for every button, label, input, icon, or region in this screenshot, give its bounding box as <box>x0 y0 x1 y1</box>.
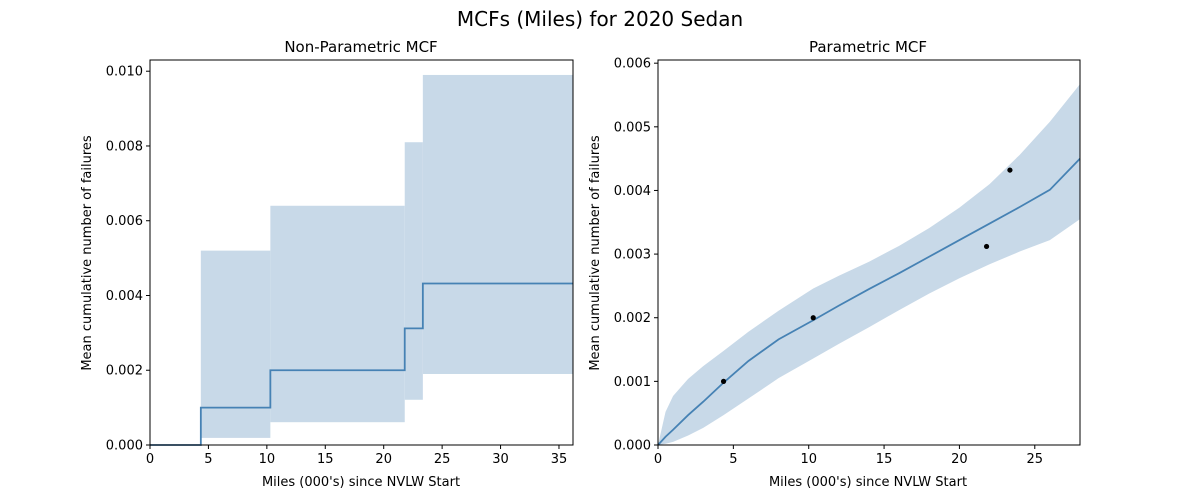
parametric-data-point-1 <box>810 315 816 321</box>
nonparametric-axes-frame <box>149 59 574 446</box>
parametric-y-tick-label: 0.003 <box>614 248 651 263</box>
nonparametric-y-tick-label: 0.006 <box>106 214 143 229</box>
nonparametric-mcf-step-line <box>150 282 573 446</box>
nonparametric-x-tick-label: 5 <box>204 452 212 467</box>
parametric-x-tick-label: 5 <box>729 452 737 467</box>
nonparametric-x-tick-label: 35 <box>551 452 568 467</box>
nonparametric-x-tick-label: 10 <box>259 452 276 467</box>
nonparametric-y-tick-label: 0.000 <box>106 439 143 454</box>
nonparametric-confidence-band-2 <box>270 205 405 423</box>
parametric-confidence-band <box>658 84 1080 445</box>
nonparametric-x-tick-label: 20 <box>375 452 392 467</box>
nonparametric-y-tick-label: 0.008 <box>106 139 143 154</box>
parametric-mcf-fitted-line <box>657 158 1081 446</box>
nonparametric-x-tick-label: 15 <box>317 452 334 467</box>
parametric-x-tick-label: 0 <box>654 452 662 467</box>
parametric-y-tick-label: 0.002 <box>614 311 651 326</box>
parametric-x-tick-label: 15 <box>876 452 893 467</box>
nonparametric-x-tick-label: 25 <box>434 452 451 467</box>
nonparametric-x-tick-label: 0 <box>146 452 154 467</box>
nonparametric-x-axis-label: Miles (000's) since NVLW Start <box>262 475 460 490</box>
parametric-axes-frame <box>657 59 1081 446</box>
parametric-x-tick-label: 20 <box>951 452 968 467</box>
parametric-y-tick-label: 0.005 <box>614 120 651 135</box>
parametric-y-tick-label: 0.006 <box>614 57 651 72</box>
parametric-data-point-3 <box>1007 167 1013 173</box>
nonparametric-chart-title: Non-Parametric MCF <box>284 38 437 56</box>
parametric-data-point-2 <box>983 243 990 250</box>
nonparametric-y-tick-label: 0.002 <box>106 364 143 379</box>
nonparametric-plot-area: 0 5 10 15 20 25 30 35 0.000 0.002 0.004 0.006 0.008 0… <box>106 59 574 467</box>
nonparametric-y-tick-label: 0.004 <box>106 289 143 304</box>
parametric-x-tick-label: 10 <box>800 452 817 467</box>
parametric-chart-title: Parametric MCF <box>809 38 927 56</box>
parametric-y-axis-label: Mean cumulative number of failures <box>588 135 603 371</box>
parametric-data-point-0 <box>720 378 727 384</box>
parametric-x-axis-label: Miles (000's) since NVLW Start <box>769 475 967 490</box>
parametric-mcf-panel: Parametric MCF 0 5 10 15 20 25 0.000 0.001 0.002… <box>588 38 1081 490</box>
parametric-y-tick-label: 0.000 <box>614 439 651 454</box>
parametric-plot-area: 0 5 10 15 20 25 0.000 0.001 0.002 0.003 0.004 0.005… <box>614 57 1081 467</box>
nonparametric-mcf-panel: Non-Parametric MCF 0 5 10 15 20 25 30 35 0.000 0.… <box>80 38 574 490</box>
parametric-y-tick-label: 0.001 <box>614 375 651 390</box>
parametric-x-tick-label: 25 <box>1027 452 1044 467</box>
nonparametric-confidence-band-1 <box>200 250 271 438</box>
figure-title: MCFs (Miles) for 2020 Sedan <box>457 7 743 31</box>
nonparametric-confidence-band-3 <box>404 142 423 400</box>
nonparametric-y-axis-label: Mean cumulative number of failures <box>80 135 95 371</box>
parametric-y-tick-label: 0.004 <box>614 184 651 199</box>
nonparametric-x-tick-label: 30 <box>492 452 509 467</box>
nonparametric-confidence-band-4 <box>422 74 573 374</box>
nonparametric-y-tick-label: 0.010 <box>106 65 143 80</box>
